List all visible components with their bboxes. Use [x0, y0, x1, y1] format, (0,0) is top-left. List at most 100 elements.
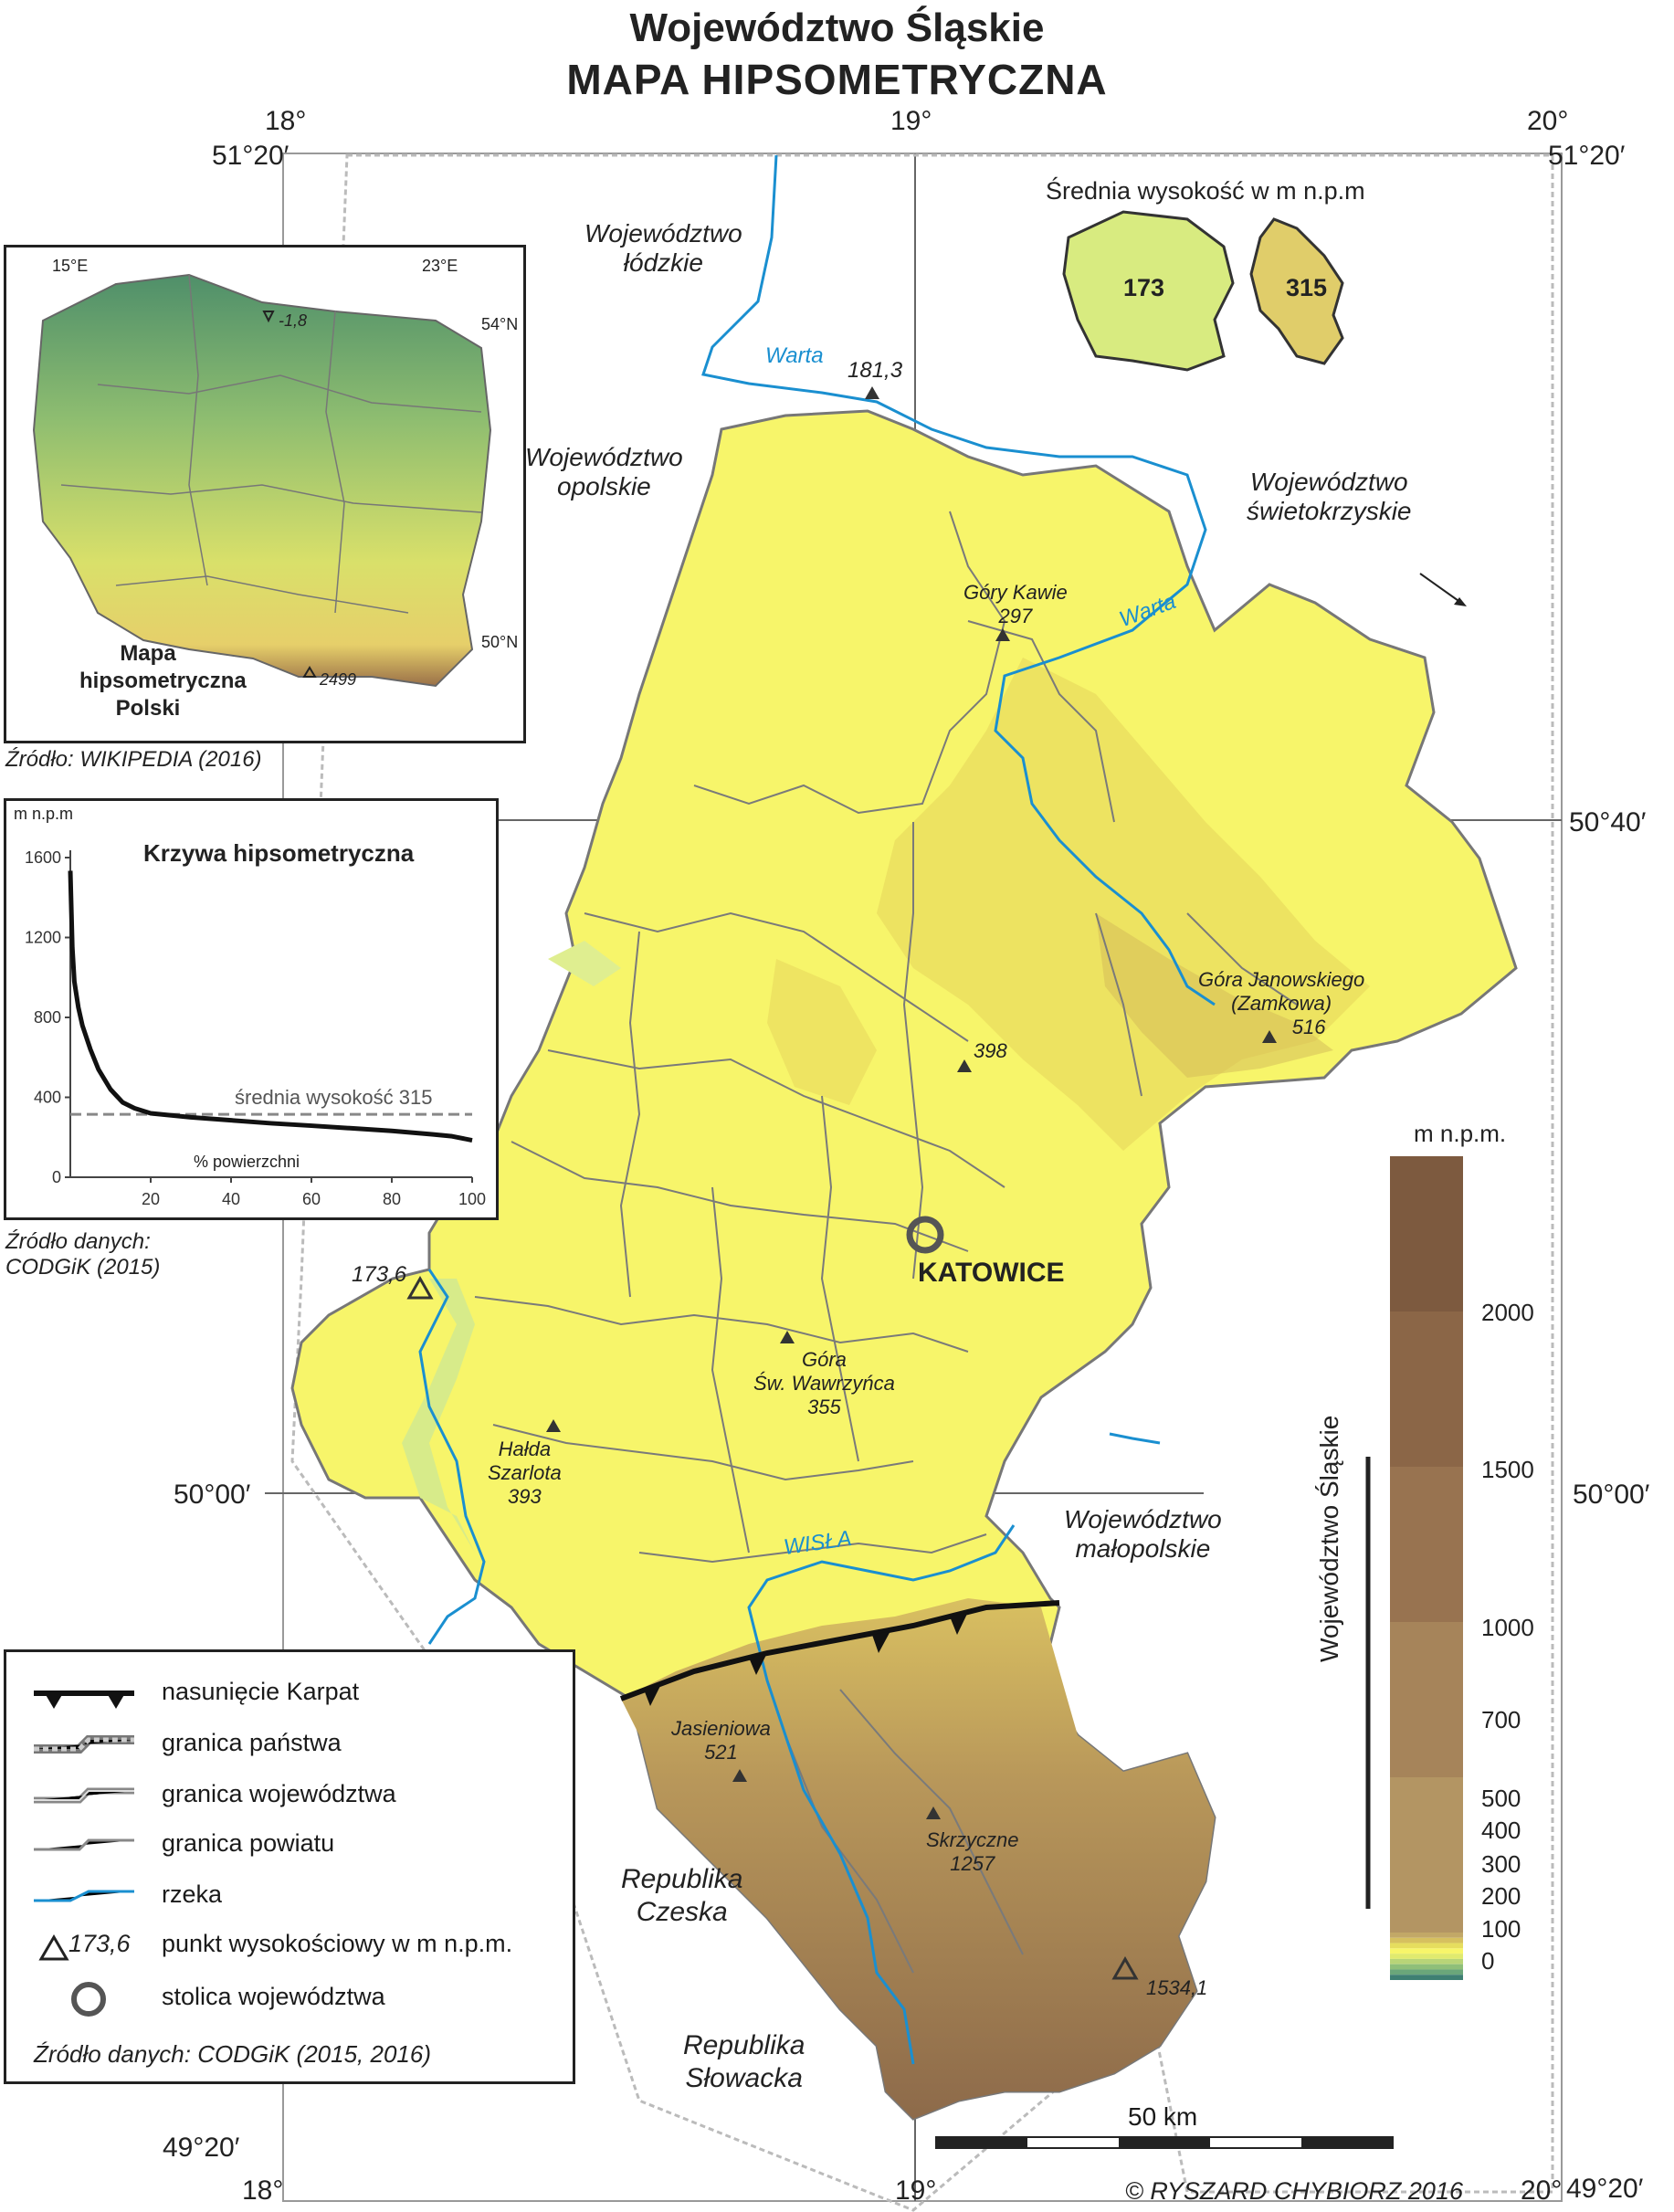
legend-source: Źródło danych: CODGiK (2015, 2016): [34, 2040, 431, 2068]
elevation-scale-title: m n.p.m.: [1414, 1120, 1507, 1147]
elevation-class-10: [1390, 1958, 1463, 1964]
label-malopolskie: Województwo małopolskie: [1064, 1505, 1222, 1564]
scale-bar: [935, 2136, 1394, 2149]
curve-y-tick-label: 1600: [25, 848, 61, 867]
peak-516-label: Góra Janowskiego (Zamkowa) 516: [1198, 968, 1364, 1039]
elevation-class-8: [1390, 1948, 1463, 1954]
inset-high-point: 2499: [320, 670, 357, 689]
label-opolskie: Województwo opolskie: [525, 443, 683, 501]
curve-title: Krzywa hipsometryczna: [143, 839, 415, 867]
elevation-label-300: 300: [1481, 1850, 1521, 1878]
hypsometric-curve-panel: 1600 1200 800 400 0 20 40 60 80 100 m n.p.m Krzyw…: [4, 798, 499, 1220]
peak-398-icon: [957, 1059, 972, 1072]
capital-marker[interactable]: [906, 1216, 944, 1254]
elevation-label-700: 700: [1481, 1706, 1521, 1733]
lat-mid-right: 50°40′: [1569, 807, 1647, 837]
elevation-label-2000: 2000: [1481, 1299, 1534, 1326]
poland-shape: [1062, 210, 1235, 372]
neighbour-borders: [290, 153, 1554, 2212]
peak-1257-label: Skrzyczne 1257: [926, 1828, 1018, 1876]
inset-source: Źródło: WIKIPEDIA (2016): [5, 747, 262, 772]
river-warta-1: Warta: [765, 343, 824, 368]
peak-1534-label: 1534,1: [1146, 1976, 1208, 1999]
lowland-patch: [548, 941, 621, 986]
peak-1257-name: Skrzyczne: [926, 1828, 1019, 1851]
lon-18-bottom: 18°: [242, 2175, 284, 2206]
label-opolskie-l2: opolskie: [557, 472, 651, 500]
curve-x-label: % powierzchni: [194, 1153, 300, 1171]
curve-y-tick-label: 400: [34, 1089, 61, 1107]
curve-line: [68, 870, 473, 1143]
inset-lon-23: 23°E: [422, 257, 458, 275]
peak-1257-value: 1257: [950, 1852, 995, 1875]
peak-1534-icon: [1111, 1955, 1139, 1980]
peak-516-icon: [1262, 1030, 1277, 1043]
elevation-class-9: [1390, 1954, 1463, 1959]
peak-181-icon: [865, 386, 879, 399]
inset-label-l1: Mapa: [120, 641, 176, 666]
inset-lat-50: 50°N: [481, 633, 519, 651]
curve-y-tick-label: 1200: [25, 929, 61, 947]
legend-voivodeship-border: granica województwa: [162, 1780, 396, 1807]
legend-capital: stolica województwa: [162, 1983, 385, 2010]
label-swietokrzyskie: Województwo świetokrzyskie: [1247, 468, 1411, 526]
lon-20-bottom: 20°: [1521, 2175, 1563, 2206]
elevation-scale-vertical: Województwo Śląskie: [1315, 1415, 1343, 1662]
lon-19-bottom: 19°: [895, 2175, 937, 2206]
label-czechia-l2: Czeska: [636, 1897, 728, 1927]
label-lodzkie: Województwo łódzkie: [584, 219, 742, 278]
curve-source: Źródło danych: CODGiK (2015): [5, 1229, 160, 1280]
curve-x-tick-label: 20: [142, 1190, 160, 1208]
mountains-beskidy: [621, 1598, 1215, 2119]
label-swietokrzyskie-l1: Województwo: [1249, 468, 1408, 496]
peak-173-label: 173,6: [352, 1262, 407, 1287]
label-swietokrzyskie-l2: świetokrzyskie: [1247, 497, 1412, 525]
label-slovakia: Republika Słowacka: [683, 2029, 805, 2095]
peak-521-icon: [732, 1769, 747, 1782]
curve-y-tick-label: 0: [52, 1168, 61, 1186]
carpathian-thrust: [619, 1600, 1060, 1701]
inset-label-l3: Polski: [115, 696, 181, 721]
peak-393-icon: [546, 1419, 561, 1432]
elevation-class-1: [1390, 1311, 1463, 1467]
peak-516-name2: (Zamkowa): [1231, 992, 1332, 1015]
elevation-class-7: [1390, 1943, 1463, 1949]
label-slovakia-l2: Słowacka: [685, 2063, 803, 2093]
lat-bottom-right: 49°20′: [1566, 2174, 1644, 2204]
lat-50-left: 50°00′: [174, 1480, 251, 1510]
elevation-class-5: [1390, 1933, 1463, 1938]
peak-markers: [546, 386, 1277, 1819]
elevation-class-12: [1390, 1969, 1463, 1975]
poviat-borders: [474, 511, 1298, 1974]
peak-393-value: 393: [508, 1485, 542, 1508]
elevation-class-13: [1390, 1975, 1463, 1980]
inset-label-l2: hipsometryczna: [79, 669, 247, 693]
lat-top-left: 51°20′: [212, 141, 290, 171]
jura-ridge: [1096, 913, 1333, 1078]
legend-elevation-point: punkt wysokościowy w m n.p.m.: [162, 1930, 513, 1957]
peak-355-icon: [780, 1331, 795, 1343]
inset-lon-15: 15°E: [52, 257, 89, 275]
curve-x-tick-label: 100: [458, 1190, 486, 1208]
silesia-shape: [1249, 217, 1344, 365]
curve-y-unit: m n.p.m: [14, 805, 74, 823]
map-subtitle: MAPA HIPSOMETRYCZNA: [566, 56, 1108, 103]
arrow-swietokrzyskie-head: [1454, 597, 1467, 606]
capital-label: KATOWICE: [918, 1258, 1065, 1288]
peak-1257-icon: [926, 1806, 941, 1819]
upland-patch-1: [767, 959, 877, 1105]
peak-393-label: Hałda Szarlota 393: [488, 1438, 562, 1509]
label-malopolskie-l2: małopolskie: [1075, 1534, 1211, 1563]
peak-521-label: Jasieniowa 521: [671, 1717, 771, 1764]
oder-valley: [402, 1279, 475, 1553]
label-czechia: Republika Czeska: [621, 1863, 742, 1929]
label-opolskie-l1: Województwo: [525, 443, 683, 471]
inset-low-point: -1,8: [279, 311, 308, 330]
elevation-label-1000: 1000: [1481, 1614, 1534, 1641]
elevation-class-3: [1390, 1622, 1463, 1777]
mean-height-silesia: 315: [1286, 274, 1328, 301]
lat-50-right: 50°00′: [1573, 1480, 1650, 1510]
label-czechia-l1: Republika: [621, 1864, 743, 1894]
lon-20-top: 20°: [1527, 106, 1569, 136]
